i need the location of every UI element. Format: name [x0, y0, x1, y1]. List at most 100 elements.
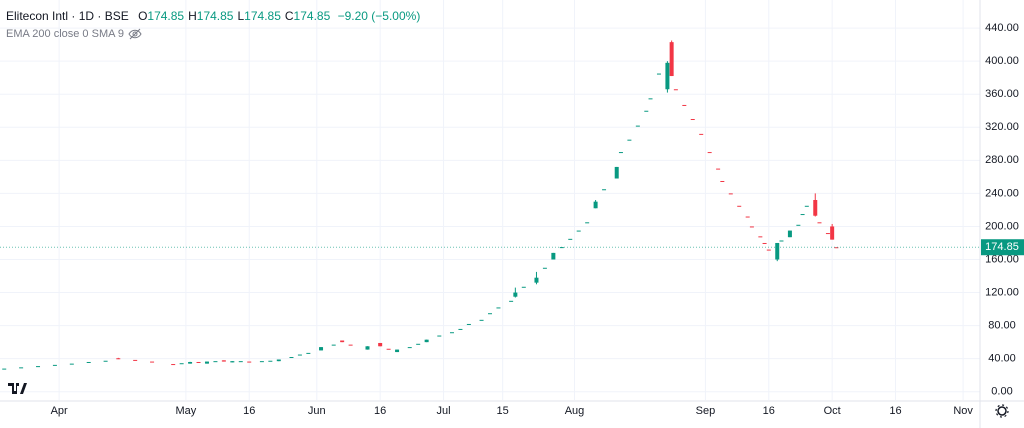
candle-body	[817, 222, 822, 224]
y-tick-label: 0.00	[991, 386, 1012, 398]
candle-body	[707, 152, 712, 154]
candle-body	[437, 335, 442, 337]
candle-body	[179, 363, 184, 365]
x-tick-label: 15	[497, 405, 509, 417]
y-tick-label: 400.00	[985, 55, 1019, 67]
y-tick-label: 160.00	[985, 253, 1019, 265]
candle-body	[804, 205, 809, 207]
candle-body	[247, 361, 252, 363]
candle-body	[458, 328, 463, 330]
candle-body	[787, 230, 792, 238]
eye-icon[interactable]	[128, 28, 142, 40]
settings-icon[interactable]	[995, 404, 1009, 418]
x-tick-label: Oct	[824, 405, 841, 417]
candle-body	[648, 98, 653, 100]
x-tick-label: Nov	[953, 405, 973, 417]
candle-body	[496, 307, 501, 309]
ohlc-value: 174.85	[196, 9, 234, 23]
grid	[0, 0, 980, 400]
candle-body	[513, 292, 518, 297]
candle-body	[796, 224, 801, 226]
ohlc: O174.85 H174.85 L174.85 C174.85	[132, 9, 330, 23]
candle-body	[635, 125, 640, 127]
x-tick-label: Apr	[51, 405, 68, 417]
candle-body	[276, 359, 281, 362]
candle-body	[319, 347, 324, 351]
candle-body	[479, 319, 484, 321]
candle-body	[813, 200, 818, 216]
candle-body	[2, 368, 7, 370]
candle-body	[749, 226, 754, 228]
candle-body	[268, 360, 273, 362]
ohlc-value: 174.85	[147, 9, 185, 23]
candle-body	[196, 361, 201, 363]
candle-body	[466, 323, 471, 325]
candle-body	[416, 343, 421, 345]
candle-body	[306, 352, 311, 354]
candle-body	[534, 277, 539, 283]
change: −9.20 (−5.00%)	[337, 9, 421, 23]
candle-body	[568, 238, 573, 240]
y-tick-label: 360.00	[985, 88, 1019, 100]
ohlc-label: H	[188, 9, 197, 23]
x-tick-label: Aug	[565, 405, 585, 417]
candle-body	[86, 361, 91, 363]
candle-body	[665, 62, 670, 90]
candle-body	[238, 361, 243, 363]
candle-body	[830, 226, 835, 240]
candle-body	[386, 348, 391, 350]
candle-body	[673, 89, 678, 91]
candle-body	[340, 340, 345, 343]
symbol-title[interactable]: Elitecon Intl · 1D · BSE	[6, 9, 129, 23]
candle-body	[509, 300, 514, 302]
y-tick-label: 120.00	[985, 286, 1019, 298]
candle-body	[19, 367, 24, 369]
x-tick-label: 16	[374, 405, 386, 417]
x-tick-label: 16	[889, 405, 901, 417]
candle-body	[213, 361, 218, 363]
candle-body	[834, 247, 839, 249]
candle-body	[488, 313, 492, 315]
candle-body	[221, 360, 226, 362]
candle-body	[204, 361, 209, 364]
candle-body	[593, 201, 598, 209]
candle-body	[521, 286, 526, 288]
candle-body	[331, 344, 336, 346]
header-line: Elitecon Intl · 1D · BSE O174.85 H174.85 L…	[6, 8, 420, 24]
y-tick-label: 240.00	[985, 187, 1019, 199]
candle-body	[297, 354, 302, 356]
legend-header: Elitecon Intl · 1D · BSE O174.85 H174.85 L…	[6, 8, 420, 42]
candle-body	[133, 359, 138, 361]
candle-body	[116, 358, 121, 360]
candle-body	[618, 152, 623, 154]
candle-body	[407, 347, 412, 349]
y-tick-label: 440.00	[985, 22, 1019, 34]
candle-body	[602, 189, 607, 191]
indicator-line: EMA 200 close 0 SMA 9	[6, 26, 420, 42]
candles	[0, 40, 980, 370]
candle-body	[449, 332, 454, 334]
candle-body	[585, 222, 590, 224]
candle-body	[348, 344, 353, 346]
x-tick-label: Jul	[437, 405, 451, 417]
candle-body	[825, 233, 830, 235]
ohlc-label: O	[138, 9, 148, 23]
candle-body	[289, 357, 294, 359]
candle-body	[762, 242, 767, 244]
indicator[interactable]: EMA 200 close 0 SMA 9	[6, 28, 125, 40]
candle-body	[230, 361, 235, 363]
candle-body	[150, 361, 155, 363]
candle-body	[758, 236, 763, 238]
x-tick-label: 16	[243, 405, 255, 417]
candle-body	[644, 110, 649, 112]
candle-body	[775, 242, 780, 260]
candle-body	[103, 360, 108, 362]
x-tick-label: 16	[763, 405, 775, 417]
candle-body	[52, 364, 57, 366]
candle-body	[699, 133, 704, 135]
candle-body	[669, 42, 674, 77]
candle-body	[716, 168, 721, 170]
candle-body	[690, 119, 695, 121]
